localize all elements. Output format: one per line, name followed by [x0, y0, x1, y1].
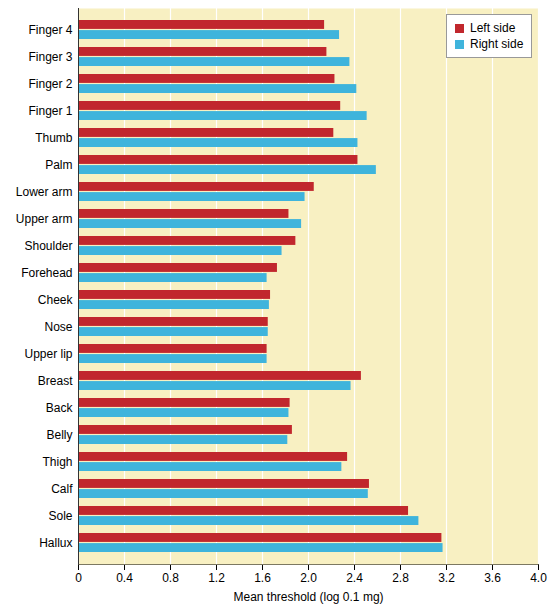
svg-text:3.2: 3.2	[438, 571, 455, 585]
svg-text:0.4: 0.4	[116, 571, 133, 585]
svg-text:Lower arm: Lower arm	[16, 185, 73, 199]
svg-text:2.0: 2.0	[300, 571, 317, 585]
html-text:Right side: Right side	[470, 37, 524, 51]
svg-text:Upper lip: Upper lip	[24, 347, 72, 361]
svg-text:2.8: 2.8	[392, 571, 409, 585]
svg-text:Sole: Sole	[48, 509, 72, 523]
svg-text:Thigh: Thigh	[42, 455, 72, 469]
svg-text:Thumb: Thumb	[35, 131, 73, 145]
svg-text:Cheek: Cheek	[38, 293, 74, 307]
svg-text:1.2: 1.2	[208, 571, 225, 585]
svg-text:Palm: Palm	[45, 158, 72, 172]
svg-text:Mean threshold (log 0.1 mg): Mean threshold (log 0.1 mg)	[233, 590, 383, 604]
svg-text:Breast: Breast	[38, 374, 73, 388]
html-text:Left side: Left side	[470, 21, 516, 35]
svg-text:1.6: 1.6	[254, 571, 271, 585]
svg-text:4.0: 4.0	[530, 571, 547, 585]
svg-text:Calf: Calf	[51, 482, 73, 496]
svg-text:Forehead: Forehead	[21, 266, 72, 280]
svg-text:Back: Back	[46, 401, 74, 415]
svg-text:Belly: Belly	[46, 428, 72, 442]
svg-text:3.6: 3.6	[484, 571, 501, 585]
svg-text:Upper arm: Upper arm	[16, 212, 73, 226]
svg-text:0: 0	[75, 571, 82, 585]
svg-text:0.8: 0.8	[162, 571, 179, 585]
svg-text:Shoulder: Shoulder	[24, 239, 72, 253]
svg-text:Finger 3: Finger 3	[28, 50, 72, 64]
svg-text:Finger 2: Finger 2	[28, 77, 72, 91]
svg-text:Finger 4: Finger 4	[28, 23, 72, 37]
svg-text:Nose: Nose	[44, 320, 72, 334]
svg-text:2.4: 2.4	[346, 571, 363, 585]
svg-text:Hallux: Hallux	[39, 536, 72, 550]
svg-text:Finger 1: Finger 1	[28, 104, 72, 118]
